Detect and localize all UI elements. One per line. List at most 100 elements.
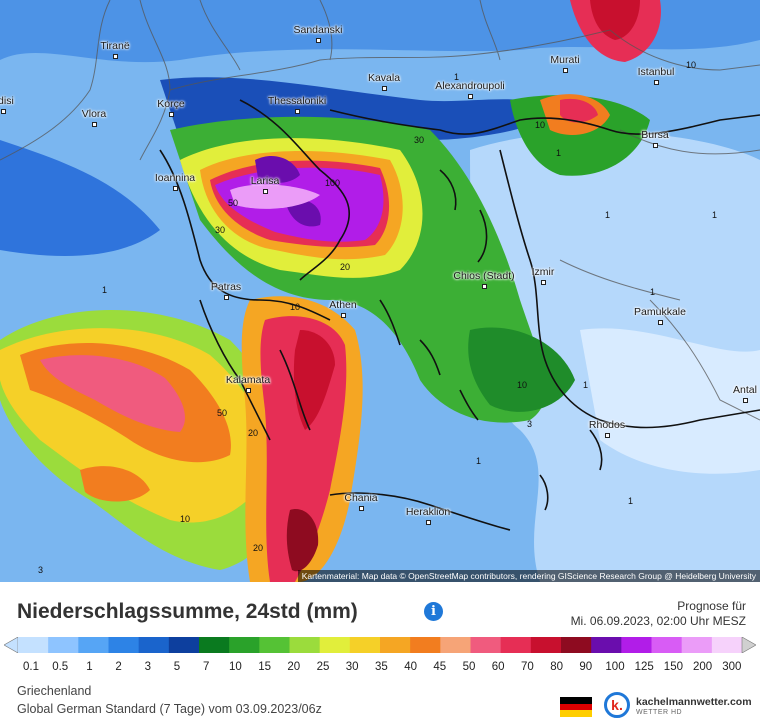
colorbar-segment [591,637,622,653]
city-marker [224,295,229,300]
city-marker [563,68,568,73]
city-marker [653,143,658,148]
city-marker [316,38,321,43]
city-label: Izmir [531,266,555,278]
colorbar-segment [18,637,49,653]
colorbar-arrow-right [741,637,756,653]
city-label: Antal [733,384,757,396]
legend-colorbar [4,637,756,653]
legend-tick-label: 100 [605,661,625,673]
contour-value: 20 [248,428,259,438]
city-label: Tiranë [100,40,130,52]
colorbar-segment [561,637,592,653]
city-label: Chios (Stadt) [453,270,515,282]
city-label: Korçe [157,98,185,110]
contour-value: 20 [340,262,351,272]
city-label: Chania [344,492,378,504]
legend-tick-label: 10 [228,661,242,673]
legend-tick-label: 80 [550,661,563,673]
legend-tick-label: 0.1 [23,661,39,673]
city-label: Rhodos [588,419,626,431]
legend-tick-label: 200 [693,661,713,673]
city-label: Istanbul [637,66,675,78]
legend-tick-label: 45 [433,661,447,673]
city-marker [113,54,118,59]
legend-tick-label: 150 [663,661,683,673]
legend-tick-label: 7 [202,661,210,673]
colorbar-segment [259,637,290,653]
legend-tick-label: 70 [520,661,534,673]
colorbar-segment [48,637,79,653]
brand-name[interactable]: kachelmannwetter.com [636,696,752,708]
contour-value: 20 [253,543,264,553]
germany-flag-icon [560,697,592,717]
forecast-info: Prognose für Mi. 06.09.2023, 02:00 Uhr M… [571,599,746,629]
region-name: Griechenland [17,684,92,698]
contour-value: 10 [517,380,528,390]
contour-value: 10 [686,60,697,70]
colorbar-segment [380,637,411,653]
city-label: Pamukkale [634,306,686,318]
legend-tick-label: 15 [258,661,271,673]
city-label: Bursa [641,129,669,141]
contour-value: 10 [180,514,191,524]
legend-tick-label: 3 [144,661,151,673]
colorbar-segment [78,637,109,653]
contour-value: 50 [217,408,228,418]
colorbar-segment [289,637,321,653]
colorbar-segment [168,637,200,653]
legend-tick-label: 35 [374,661,388,673]
contour-value: 10 [290,302,301,312]
legend-tick-label: 40 [404,661,417,673]
legend-tick-label: 20 [287,661,301,673]
city-marker [482,284,487,289]
legend-tick-label: 25 [316,661,330,673]
city-label: Alexandroupoli [435,80,505,92]
brand-logo[interactable]: k. [604,692,630,718]
contour-value: 100 [325,178,341,188]
colorbar-segment [711,637,743,653]
city-marker [246,388,251,393]
city-marker [173,186,178,191]
city-marker [1,109,6,114]
city-label: Kalamata [225,374,271,386]
map-attribution: Kartenmaterial: Map data © OpenStreetMap… [297,570,760,582]
map-layer [0,0,760,582]
city-marker [359,506,364,511]
contour-value: 50 [228,198,239,208]
colorbar-segment [108,637,140,653]
colorbar-segment [410,637,441,653]
forecast-label: Prognose für [677,599,746,613]
city-marker [468,94,473,99]
city-label: Ioannina [154,172,196,184]
city-label: Vlora [81,108,107,120]
colorbar-arrow-left [4,637,19,653]
city-marker [295,109,300,114]
contour-value: 1 [712,210,718,220]
legend-ticks: 0.1 0.5 1 2 3 5 7 10 15 20 25 30 35 40 45 50 60 70 80 90 100… [0,661,760,675]
city-marker [654,80,659,85]
legend-tick-label: 300 [722,661,742,673]
city-label: Heraklion [405,506,451,518]
city-marker [605,433,610,438]
legend-tick-label: 125 [634,661,654,673]
precipitation-map[interactable]: Tiranë Sandanski Kavala Alexandroupoli Murat… [0,0,760,582]
colorbar-segment [651,637,683,653]
city-label: Patras [210,281,242,293]
city-marker [426,520,431,525]
legend-title: Niederschlagssumme, 24std (mm) [17,600,358,623]
contour-value: 1 [583,380,589,390]
colorbar-segment [470,637,502,653]
colorbar-segment [319,637,351,653]
legend-tick-label: 30 [345,661,359,673]
contour-value: 1 [476,456,482,466]
city-label: Larisa [250,175,280,187]
info-icon[interactable]: i [424,602,443,621]
colorbar-segment [199,637,230,653]
colorbar-segment [530,637,562,653]
city-marker [541,280,546,285]
city-marker [658,320,663,325]
city-marker [92,122,97,127]
colorbar-segment [229,637,260,653]
